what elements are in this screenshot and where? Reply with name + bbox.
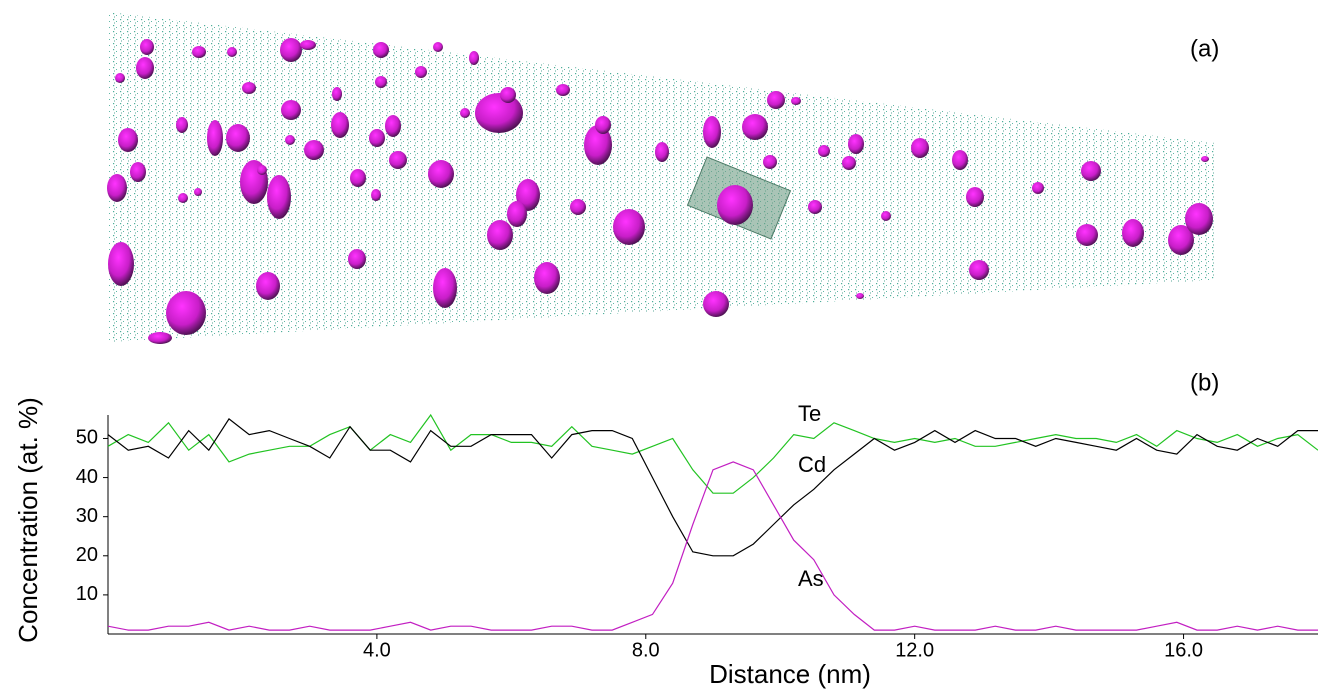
y-tick-label: 30: [76, 505, 98, 527]
precipitate: [1032, 182, 1044, 194]
precipitate: [848, 134, 864, 154]
series-label: Cd: [798, 452, 826, 477]
precipitate: [881, 211, 891, 221]
precipitate: [369, 129, 385, 147]
precipitate: [767, 91, 785, 109]
precipitate: [570, 199, 586, 215]
reconstruction-image: [107, 12, 1215, 344]
precipitate: [227, 47, 237, 57]
precipitate: [389, 151, 407, 169]
precipitate: [1168, 225, 1194, 255]
precipitate: [966, 187, 984, 207]
precipitate: [118, 128, 138, 152]
series-line: [107, 418, 1318, 557]
precipitate: [595, 116, 611, 134]
x-tick-label: 4.0: [363, 639, 391, 661]
precipitate: [348, 249, 366, 269]
precipitate: [242, 82, 256, 94]
precipitate: [281, 100, 301, 120]
precipitate: [332, 87, 342, 101]
precipitate: [300, 40, 316, 50]
precipitate: [285, 135, 295, 145]
precipitate: [350, 169, 366, 187]
precipitate: [257, 165, 267, 175]
series-label: As: [798, 566, 824, 591]
precipitate: [487, 220, 513, 250]
x-axis-label: Distance (nm): [709, 659, 871, 689]
precipitate: [140, 39, 154, 55]
series-label: Te: [798, 401, 821, 426]
precipitate: [176, 117, 188, 133]
precipitate: [267, 175, 291, 219]
precipitate: [207, 120, 223, 156]
precipitate: [1076, 224, 1098, 246]
precipitate: [331, 112, 349, 138]
precipitate: [742, 114, 768, 140]
panel-label: (b): [1190, 369, 1219, 396]
precipitate: [226, 124, 250, 152]
precipitate: [375, 76, 387, 88]
precipitate: [1081, 161, 1101, 181]
precipitate: [428, 160, 454, 188]
precipitate: [808, 200, 822, 214]
y-tick-label: 40: [76, 466, 98, 488]
precipitate: [534, 262, 560, 294]
precipitate: [107, 174, 127, 202]
y-tick-label: 50: [76, 427, 98, 449]
precipitate: [373, 42, 389, 58]
precipitate: [500, 87, 516, 103]
precipitate: [584, 125, 612, 165]
precipitate: [763, 155, 777, 169]
precipitate: [703, 291, 729, 317]
precipitate: [108, 242, 134, 286]
panel-label: (a): [1190, 35, 1219, 62]
precipitate: [717, 185, 753, 225]
precipitate: [1122, 219, 1144, 247]
precipitate: [192, 46, 206, 58]
precipitate: [304, 140, 324, 160]
precipitate: [969, 260, 989, 280]
precipitate: [115, 73, 125, 83]
precipitate: [130, 162, 146, 182]
y-tick-label: 20: [76, 544, 98, 566]
x-tick-label: 8.0: [632, 639, 660, 661]
precipitate: [556, 84, 570, 96]
precipitate: [166, 291, 206, 335]
precipitate: [703, 116, 721, 148]
precipitate: [371, 189, 381, 201]
precipitate: [507, 201, 527, 227]
precipitate: [911, 138, 929, 158]
precipitate: [655, 142, 669, 162]
precipitate: [842, 156, 856, 170]
precipitate: [791, 97, 801, 105]
y-axis-label: Concentration (at. %): [13, 397, 43, 643]
y-tick-label: 10: [76, 583, 98, 605]
precipitate: [433, 268, 457, 308]
precipitate: [460, 108, 470, 118]
precipitate: [1201, 156, 1209, 162]
precipitate: [469, 51, 479, 65]
precipitate: [952, 150, 968, 170]
precipitate: [256, 272, 280, 300]
precipitate: [433, 42, 443, 52]
precipitate: [178, 193, 188, 203]
atom-cloud: [108, 12, 1215, 342]
precipitate: [856, 293, 864, 299]
precipitate: [136, 57, 154, 79]
precipitate: [194, 188, 202, 196]
precipitate: [415, 66, 427, 78]
precipitate: [1185, 203, 1213, 235]
x-tick-label: 12.0: [895, 639, 934, 661]
precipitate: [280, 38, 302, 62]
precipitate: [818, 145, 830, 157]
series-line: [107, 461, 1318, 631]
precipitate: [613, 209, 645, 245]
x-tick-label: 16.0: [1164, 639, 1203, 661]
series-line: [107, 413, 1318, 494]
precipitate: [385, 115, 401, 137]
precipitate: [475, 93, 523, 133]
precipitate: [148, 332, 172, 344]
